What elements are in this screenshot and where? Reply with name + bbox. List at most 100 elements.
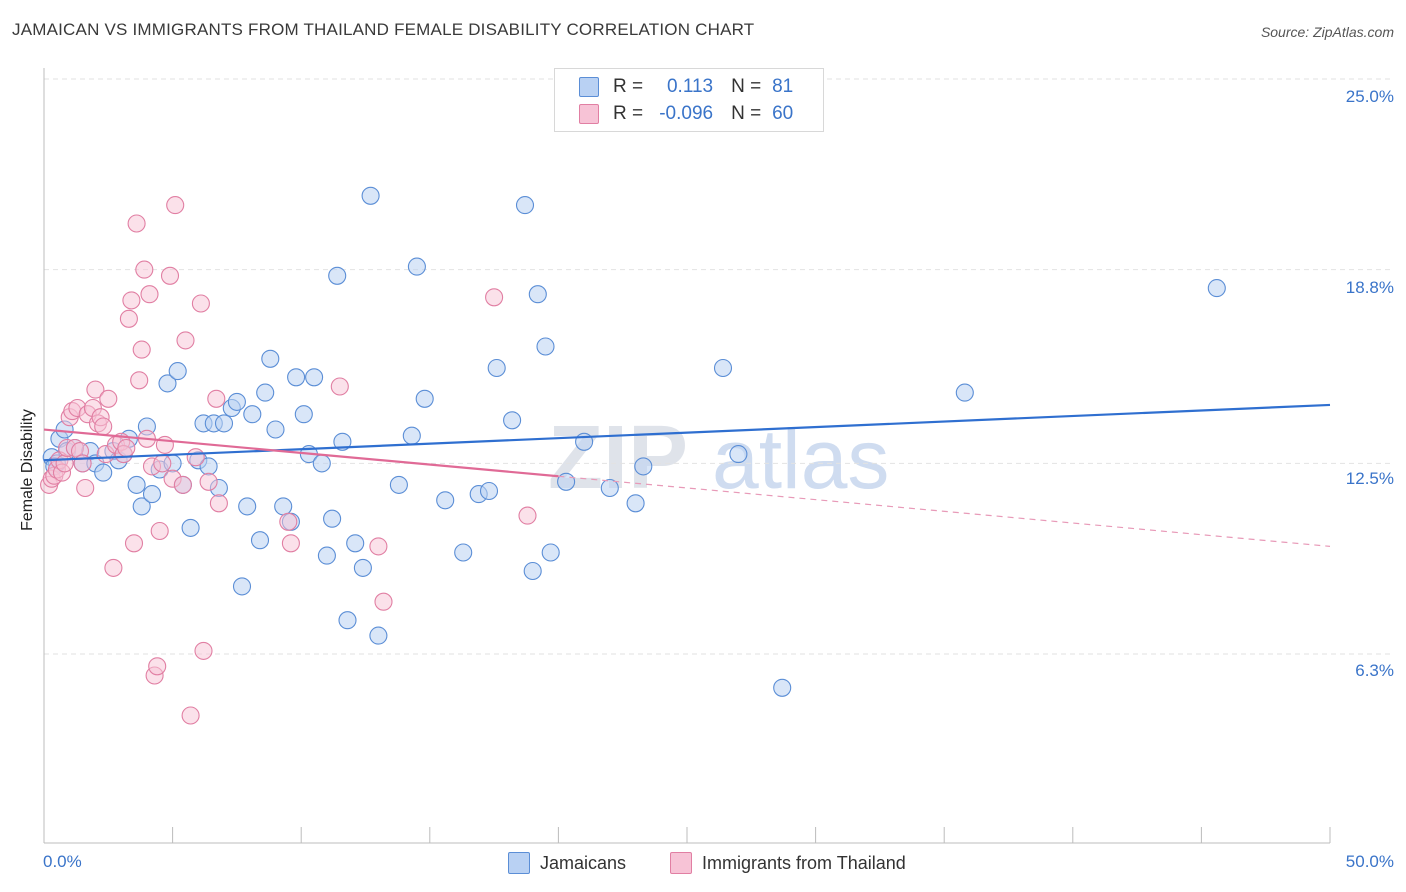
jamaicans-point	[1207, 279, 1226, 298]
jamaicans-point	[294, 405, 313, 424]
legend-swatch-pink	[579, 104, 599, 124]
thailand-point	[148, 657, 167, 676]
jamaicans-point	[454, 543, 473, 562]
jamaicans-point	[389, 475, 408, 494]
thailand-trend-projection	[558, 475, 1331, 547]
jamaicans-point	[274, 497, 293, 516]
jamaicans-point	[523, 561, 542, 581]
legend-item-jamaicans[interactable]: Jamaicans	[508, 852, 626, 874]
jamaicans-point	[626, 494, 645, 513]
thailand-point	[330, 377, 349, 396]
legend-n-value: 60	[772, 103, 794, 124]
thailand-point	[166, 196, 185, 215]
thailand-point	[122, 291, 141, 310]
jamaicans-point	[261, 349, 280, 368]
thailand-point	[55, 454, 74, 473]
y-tick-label: 18.8%	[1345, 278, 1394, 297]
jamaicans-point	[287, 368, 306, 387]
thailand-point	[135, 260, 154, 279]
thailand-point	[279, 512, 298, 531]
jamaicans-point	[312, 454, 331, 473]
thailand-point	[130, 371, 149, 390]
thailand-point	[99, 389, 118, 408]
y-tick-label: 25.0%	[1345, 87, 1394, 106]
thailand-point	[369, 537, 388, 556]
y-tick-label: 6.3%	[1355, 661, 1394, 680]
thailand-point	[153, 454, 172, 473]
legend-n-value: 81	[772, 76, 794, 97]
jamaicans-point	[600, 478, 619, 498]
thailand-point	[518, 506, 537, 525]
legend-r-label: R =	[613, 76, 644, 97]
jamaicans-point	[541, 543, 560, 562]
jamaicans-point	[243, 405, 262, 424]
legend-n-label: N =	[731, 103, 762, 124]
legend-swatch-pink	[670, 852, 692, 874]
jamaicans-point	[415, 389, 434, 408]
jamaicans-point	[94, 463, 113, 482]
watermark-zip: ZIP	[548, 408, 688, 508]
thailand-point	[181, 706, 200, 725]
jamaicans-point	[729, 445, 748, 464]
legend-r-value: -0.096	[659, 103, 714, 124]
legend-label-thailand: Immigrants from Thailand	[702, 852, 906, 873]
jamaicans-point	[361, 186, 380, 205]
jamaicans-point	[305, 368, 324, 387]
thailand-point	[127, 214, 146, 233]
jamaicans-point	[353, 558, 372, 577]
thailand-point	[374, 592, 393, 611]
jamaicans-point	[487, 358, 506, 378]
jamaicans-point	[528, 285, 547, 304]
legend-row-thailand: R = -0.096 N = 60	[579, 102, 793, 126]
thailand-point	[485, 288, 504, 307]
thailand-point	[117, 438, 136, 458]
jamaicans-point	[346, 534, 365, 553]
legend-label-jamaicans: Jamaicans	[540, 852, 627, 873]
legend-r-value: 0.113	[666, 76, 714, 97]
thailand-point	[176, 331, 195, 350]
legend-r-label: R =	[613, 103, 644, 124]
jamaicans-point	[773, 678, 792, 697]
jamaicans-point	[536, 337, 555, 356]
jamaicans-point	[713, 358, 733, 378]
thailand-point	[207, 389, 226, 408]
thailand-point	[281, 534, 300, 553]
thailand-point	[194, 641, 213, 660]
thailand-point	[150, 521, 169, 541]
jamaicans-point	[158, 374, 177, 393]
thailand-point	[140, 285, 159, 304]
jamaicans-point	[407, 257, 426, 276]
jamaicans-point	[168, 362, 187, 381]
correlation-legend: R = 0.113 N = 81 R = -0.096 N = 60	[554, 68, 824, 132]
jamaicans-point	[955, 383, 974, 402]
y-tick-label: 12.5%	[1345, 469, 1394, 488]
thailand-point	[173, 475, 192, 494]
jamaicans-point	[369, 626, 388, 645]
thailand-point	[76, 478, 95, 498]
jamaicans-point	[402, 426, 421, 445]
thailand-point	[160, 266, 180, 285]
legend-row-jamaicans: R = 0.113 N = 81	[579, 75, 793, 99]
thailand-point	[209, 494, 228, 513]
x-tick-label-max: 50.0%	[1345, 852, 1394, 871]
jamaicans-point	[266, 420, 285, 439]
jamaicans-point	[503, 411, 522, 430]
jamaicans-point	[232, 577, 252, 596]
thailand-point	[186, 448, 205, 467]
jamaicans-point	[338, 611, 357, 630]
jamaicans-point	[634, 457, 653, 476]
legend-item-thailand[interactable]: Immigrants from Thailand	[670, 852, 906, 874]
x-tick-label-min: 0.0%	[43, 852, 82, 871]
thailand-point	[104, 558, 123, 577]
jamaicans-point	[328, 266, 347, 285]
thailand-point	[86, 380, 105, 399]
jamaicans-point	[333, 432, 352, 451]
jamaicans-point	[132, 497, 151, 516]
thailand-point	[124, 534, 144, 553]
thailand-point	[199, 472, 218, 491]
thailand-point	[191, 294, 210, 313]
jamaicans-point	[317, 546, 336, 565]
thailand-trend-line	[43, 428, 559, 478]
jamaicans-point	[436, 491, 455, 510]
